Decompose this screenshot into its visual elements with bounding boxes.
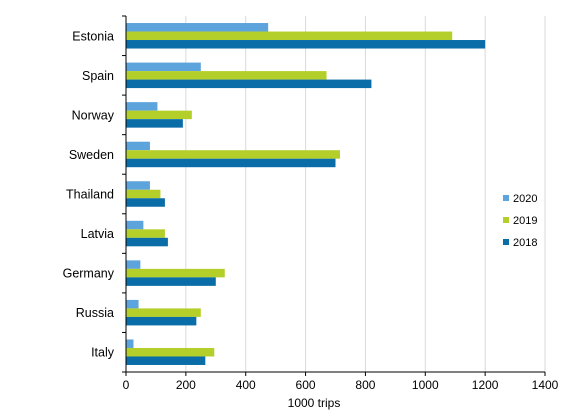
bar-latvia-2019 <box>126 229 165 238</box>
legend-label-2018: 2018 <box>513 237 537 249</box>
bar-latvia-2020 <box>126 220 144 230</box>
bar-italy-2020 <box>126 339 134 348</box>
category-label-thailand: Thailand <box>66 188 114 202</box>
category-label-spain: Spain <box>82 69 114 83</box>
bar-germany-2018 <box>126 277 216 286</box>
x-tick-label-200: 200 <box>176 378 196 392</box>
gridlines <box>185 16 546 372</box>
bar-russia-2020 <box>126 299 139 309</box>
x-axis-title: 1000 trips <box>288 396 341 410</box>
bars <box>126 23 486 365</box>
category-label-germany: Germany <box>63 267 115 281</box>
legend-swatch-2020 <box>503 195 509 201</box>
x-tick-label-0: 0 <box>123 378 130 392</box>
bar-spain-2020 <box>126 62 201 72</box>
x-tick-label-1000: 1000 <box>412 378 439 392</box>
category-label-latvia: Latvia <box>81 227 114 241</box>
legend: 2020 2019 2018 <box>503 193 537 249</box>
bar-estonia-2019 <box>126 31 453 41</box>
legend-label-2019: 2019 <box>513 215 537 227</box>
x-tick-labels: 0 200 400 600 800 1000 1200 1400 <box>123 378 559 392</box>
bar-thailand-2020 <box>126 181 150 190</box>
category-labels: Estonia Spain Norway Sweden Thailand Latvia Ge… <box>63 29 115 359</box>
bar-italy-2018 <box>126 356 206 365</box>
axes <box>122 15 546 376</box>
category-label-russia: Russia <box>76 306 114 320</box>
legend-swatch-2018 <box>503 239 509 245</box>
bar-russia-2018 <box>126 316 197 326</box>
bar-norway-2019 <box>126 110 192 120</box>
category-label-sweden: Sweden <box>69 148 114 162</box>
bar-norway-2020 <box>126 102 158 111</box>
bar-sweden-2018 <box>126 158 336 168</box>
bar-estonia-2020 <box>126 23 269 32</box>
x-tick-label-1200: 1200 <box>472 378 499 392</box>
x-tick-label-800: 800 <box>355 378 375 392</box>
bar-latvia-2018 <box>126 237 168 247</box>
legend-label-2020: 2020 <box>513 193 537 205</box>
bar-sweden-2020 <box>126 141 150 151</box>
category-label-italy: Italy <box>91 346 115 360</box>
category-label-norway: Norway <box>72 108 115 122</box>
bar-thailand-2019 <box>126 189 161 199</box>
x-tick-label-400: 400 <box>236 378 256 392</box>
bar-estonia-2018 <box>126 40 486 49</box>
bar-spain-2018 <box>126 79 372 89</box>
bar-germany-2019 <box>126 268 225 278</box>
bar-thailand-2018 <box>126 198 165 207</box>
bar-russia-2019 <box>126 308 201 317</box>
x-tick-label-1400: 1400 <box>532 378 559 392</box>
bar-spain-2019 <box>126 71 327 80</box>
x-tick-label-600: 600 <box>296 378 316 392</box>
bar-norway-2018 <box>126 119 183 128</box>
bar-italy-2019 <box>126 347 215 357</box>
bar-sweden-2019 <box>126 150 340 159</box>
category-label-estonia: Estonia <box>72 29 114 43</box>
legend-swatch-2019 <box>503 217 509 223</box>
bar-germany-2020 <box>126 260 141 269</box>
